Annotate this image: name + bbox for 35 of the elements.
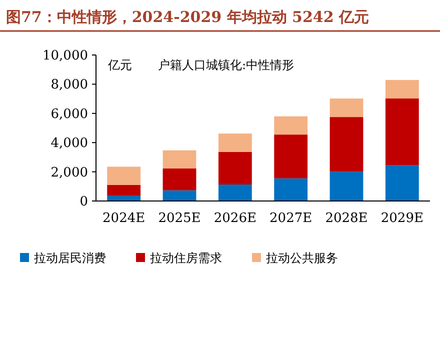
- y-tick-label: 10,000: [42, 48, 88, 64]
- y-tick-label: 2,000: [50, 165, 88, 180]
- chart-title: 图77：中性情形，2024-2029 年均拉动 5242 亿元: [6, 8, 370, 26]
- x-tick-label: 2029E: [380, 211, 424, 226]
- bar: [385, 165, 419, 201]
- x-tick-label: 2025E: [158, 211, 201, 226]
- legend-label: 拉动公共服务: [266, 251, 338, 265]
- x-tick-label: 2028E: [325, 211, 368, 226]
- bar: [107, 184, 141, 196]
- bar: [274, 134, 308, 178]
- bar: [218, 134, 252, 152]
- legend-label: 拉动居民消费: [34, 251, 106, 265]
- x-tick-label: 2026E: [214, 211, 256, 226]
- bar: [218, 184, 252, 201]
- bar: [330, 117, 364, 172]
- bar: [107, 166, 141, 185]
- bar: [385, 80, 419, 99]
- legend-label: 拉动住房需求: [150, 251, 222, 265]
- y-axis-title: 亿元: [107, 58, 132, 72]
- y-tick-label: 0: [80, 194, 88, 210]
- bar: [162, 190, 196, 201]
- bar: [274, 178, 308, 201]
- bar: [162, 168, 196, 190]
- bar: [274, 116, 308, 135]
- x-tick-label: 2024E: [102, 211, 146, 226]
- x-tick-label: 2027E: [270, 211, 312, 226]
- bar: [330, 172, 364, 201]
- chart-subtitle: 户籍人口城镇化:中性情形: [158, 58, 294, 72]
- y-tick-label: 8,000: [50, 78, 88, 93]
- bar: [385, 98, 419, 166]
- bar: [330, 98, 364, 118]
- y-tick-label: 4,000: [50, 136, 88, 152]
- bar: [218, 152, 252, 184]
- y-tick-label: 6,000: [50, 106, 88, 122]
- bar: [162, 150, 196, 168]
